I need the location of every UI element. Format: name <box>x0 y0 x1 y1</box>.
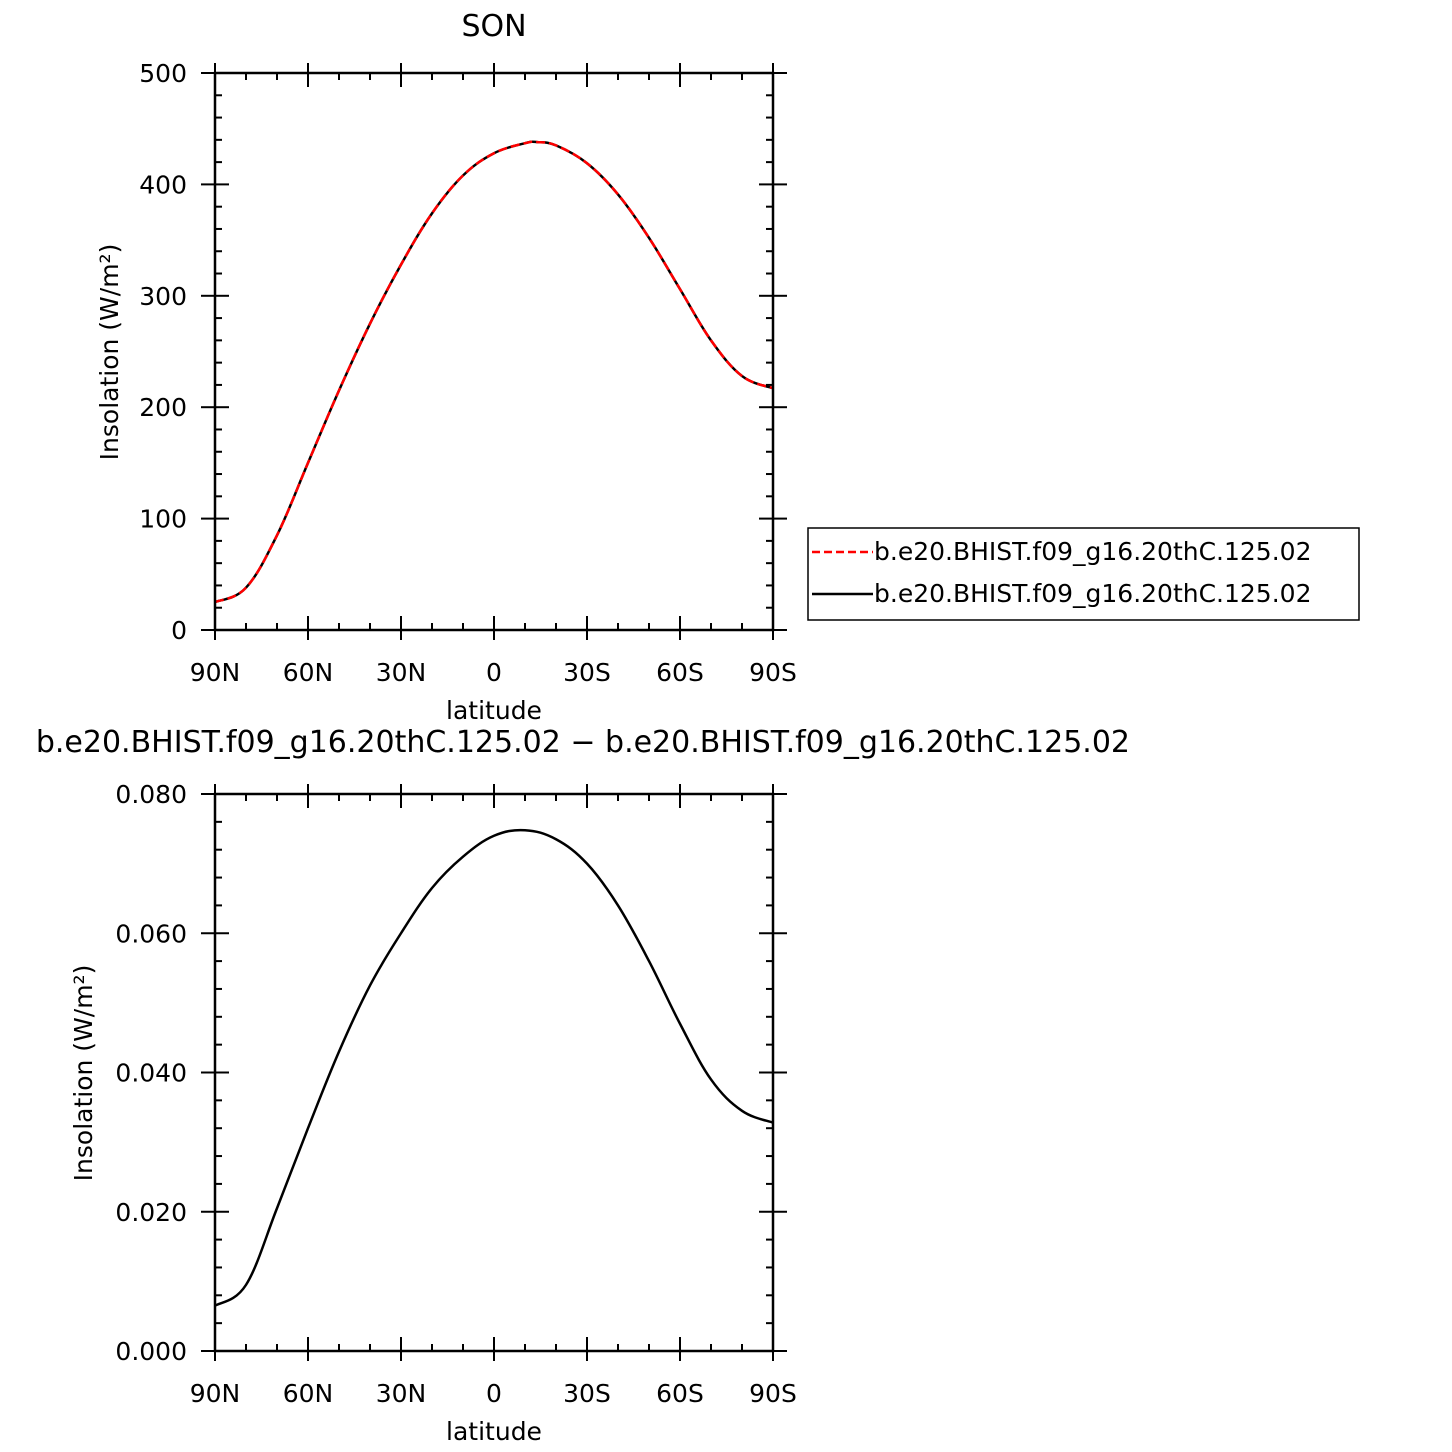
chart1-x-tick-label: 0 <box>486 1379 502 1408</box>
bottom-chart-series-group <box>214 828 774 1307</box>
chart0-y-tick-label: 400 <box>139 170 187 199</box>
legend-entry-2: b.e20.BHIST.f09_g16.20thC.125.02 <box>874 579 1311 608</box>
top-x-axis-label: latitude <box>446 696 542 725</box>
chart0-y-tick-label: 500 <box>139 59 187 88</box>
chart0-x-tick-label: 60N <box>283 658 334 687</box>
chart0-x-tick-label: 30S <box>563 658 611 687</box>
bottom-chart-title: b.e20.BHIST.f09_g16.20thC.125.02 − b.e20… <box>36 725 1130 760</box>
chart1-x-tick-label: 60S <box>656 1379 704 1408</box>
legend-box <box>807 527 1360 621</box>
top-chart-series-group <box>214 140 774 604</box>
chart0-x-tick-label: 30N <box>376 658 427 687</box>
chart0-y-tick-label: 300 <box>139 282 187 311</box>
top-x-axis-ticks: 90N 60N 30N 0 30S 60S 90S <box>190 63 797 687</box>
bottom-y-axis-ticks: 0.000 0.020 0.040 0.060 0.080 <box>115 780 787 1366</box>
top-plot-frame <box>213 71 775 632</box>
bottom-x-axis-ticks: 90N 60N 30N 0 30S 60S 90S <box>190 784 797 1408</box>
legend: b.e20.BHIST.f09_g16.20thC.125.02 b.e20.B… <box>807 527 1360 621</box>
chart0-series-line-0 <box>214 140 774 604</box>
chart1-x-tick-label: 90N <box>190 1379 241 1408</box>
chart1-x-tick-label: 30S <box>563 1379 611 1408</box>
chart1-y-tick-label: 0.020 <box>115 1198 187 1227</box>
chart0-series-line-1 <box>214 140 774 604</box>
chart0-x-tick-label: 0 <box>486 658 502 687</box>
bottom-y-axis-label: Insolation (W/m²) <box>69 965 98 1182</box>
top-chart-title: SON <box>461 9 526 44</box>
chart0-x-tick-label: 60S <box>656 658 704 687</box>
chart0-y-tick-label: 0 <box>171 616 187 645</box>
bottom-chart-panel: b.e20.BHIST.f09_g16.20thC.125.02 − b.e20… <box>36 725 1130 1446</box>
chart0-y-tick-label: 100 <box>139 505 187 534</box>
chart1-y-tick-label: 0.000 <box>115 1337 187 1366</box>
chart0-x-tick-label: 90S <box>749 658 797 687</box>
chart1-y-tick-label: 0.060 <box>115 919 187 948</box>
top-y-axis-ticks: 0 100 200 300 400 500 <box>139 59 787 645</box>
chart1-y-tick-label: 0.040 <box>115 1059 187 1088</box>
chart1-x-tick-label: 30N <box>376 1379 427 1408</box>
chart1-y-tick-label: 0.080 <box>115 780 187 809</box>
chart1-x-tick-label: 90S <box>749 1379 797 1408</box>
top-chart-panel: SON 90N 60N 30N 0 30S 60S 90S 0 100 200 300 400 500… <box>95 9 1360 725</box>
bottom-x-axis-label: latitude <box>446 1417 542 1446</box>
legend-entry-1: b.e20.BHIST.f09_g16.20thC.125.02 <box>874 537 1311 566</box>
chart1-x-tick-label: 60N <box>283 1379 334 1408</box>
top-y-axis-label: Insolation (W/m²) <box>95 244 124 461</box>
chart1-series-line-0 <box>214 828 774 1307</box>
chart0-x-tick-label: 90N <box>190 658 241 687</box>
bottom-plot-frame <box>213 792 775 1353</box>
chart0-y-tick-label: 200 <box>139 393 187 422</box>
